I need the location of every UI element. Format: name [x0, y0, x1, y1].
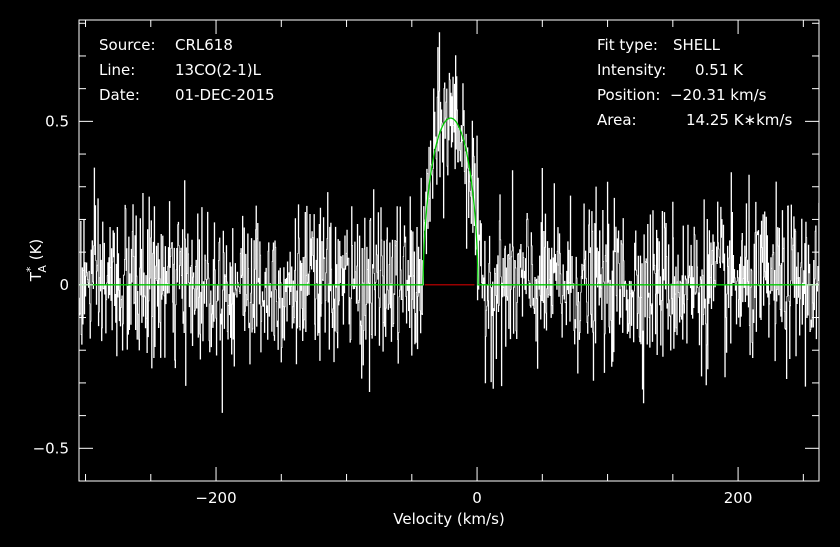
svg-text:T*A (K): T*A (K): [24, 239, 49, 283]
position-label: Position:: [597, 86, 660, 104]
intensity-label: Intensity:: [597, 61, 666, 79]
plot-frame: [78, 19, 820, 482]
y-tick-label: 0.5: [45, 112, 69, 130]
area-value: 14.25 K∗km/s: [686, 111, 792, 129]
y-tick-labels: −0.5 0 0.5: [33, 112, 69, 457]
fit-curve: [79, 117, 819, 286]
source-value: CRL618: [175, 36, 233, 54]
x-axis-label: Velocity (km/s): [393, 510, 504, 528]
y-axis-label: T*A (K): [24, 239, 49, 283]
fit-type-label: Fit type:: [597, 36, 658, 54]
tick-layer: [79, 20, 819, 482]
line-label: Line:: [99, 61, 135, 79]
intensity-value: 0.51 K: [695, 61, 744, 79]
position-value: −20.31 km/s: [670, 86, 767, 104]
y-axis-label-sup: *: [24, 266, 37, 272]
y-tick-label: −0.5: [33, 439, 69, 457]
y-axis-label-sub: A: [36, 265, 49, 273]
fit-type-value: SHELL: [673, 36, 721, 54]
date-label: Date:: [99, 86, 140, 104]
spectrum-line: [79, 32, 820, 413]
series-layer: [79, 32, 820, 413]
y-tick-label: 0: [59, 276, 69, 294]
x-tick-label: 200: [724, 489, 753, 507]
x-tick-label: −200: [195, 489, 236, 507]
date-value: 01-DEC-2015: [175, 86, 275, 104]
line-value: 13CO(2-1)L: [175, 61, 262, 79]
y-axis-label-main: T: [27, 271, 45, 282]
x-tick-labels: −200 0 200: [195, 489, 752, 507]
x-tick-label: 0: [472, 489, 482, 507]
source-label: Source:: [99, 36, 156, 54]
area-label: Area:: [597, 111, 637, 129]
y-axis-label-unit: (K): [27, 239, 45, 265]
